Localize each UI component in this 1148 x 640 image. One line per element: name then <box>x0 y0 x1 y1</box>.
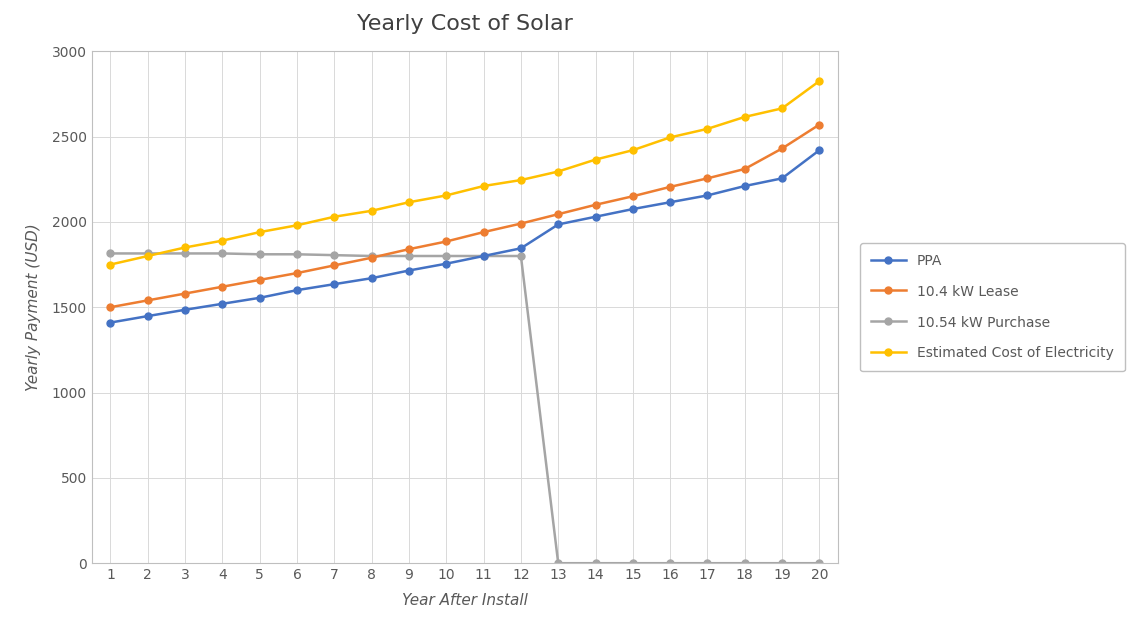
10.4 kW Lease <box>365 254 379 262</box>
PPA <box>365 275 379 282</box>
PPA <box>103 319 117 326</box>
Estimated Cost of Electricity <box>589 156 603 163</box>
Estimated Cost of Electricity <box>290 221 304 229</box>
PPA <box>514 244 528 252</box>
10.54 kW Purchase <box>327 252 341 259</box>
Estimated Cost of Electricity <box>626 147 639 154</box>
10.54 kW Purchase <box>700 559 714 567</box>
10.54 kW Purchase <box>440 252 453 260</box>
PPA <box>813 147 827 154</box>
10.4 kW Lease <box>514 220 528 227</box>
10.4 kW Lease <box>700 175 714 182</box>
10.54 kW Purchase <box>589 559 603 567</box>
PPA <box>178 306 192 314</box>
10.4 kW Lease <box>589 201 603 209</box>
10.54 kW Purchase <box>626 559 639 567</box>
Estimated Cost of Electricity <box>775 104 789 112</box>
PPA <box>216 300 230 308</box>
10.4 kW Lease <box>216 283 230 291</box>
PPA <box>738 182 752 190</box>
Estimated Cost of Electricity <box>700 125 714 132</box>
PPA <box>551 221 565 228</box>
10.4 kW Lease <box>141 296 155 304</box>
Estimated Cost of Electricity <box>813 77 827 85</box>
10.54 kW Purchase <box>738 559 752 567</box>
10.4 kW Lease <box>738 165 752 173</box>
10.54 kW Purchase <box>476 252 490 260</box>
Line: Estimated Cost of Electricity: Estimated Cost of Electricity <box>107 77 823 268</box>
10.54 kW Purchase <box>664 559 677 567</box>
Estimated Cost of Electricity <box>141 252 155 260</box>
PPA <box>141 312 155 320</box>
10.54 kW Purchase <box>551 559 565 567</box>
10.4 kW Lease <box>551 211 565 218</box>
Estimated Cost of Electricity <box>440 191 453 199</box>
Estimated Cost of Electricity <box>476 182 490 190</box>
Title: Yearly Cost of Solar: Yearly Cost of Solar <box>357 14 573 35</box>
Estimated Cost of Electricity <box>178 244 192 252</box>
10.54 kW Purchase <box>775 559 789 567</box>
Estimated Cost of Electricity <box>664 134 677 141</box>
Estimated Cost of Electricity <box>327 213 341 221</box>
Estimated Cost of Electricity <box>402 198 416 206</box>
10.54 kW Purchase <box>141 250 155 257</box>
10.54 kW Purchase <box>253 250 266 258</box>
PPA <box>700 191 714 199</box>
10.4 kW Lease <box>775 145 789 152</box>
10.4 kW Lease <box>290 269 304 277</box>
PPA <box>440 260 453 268</box>
10.54 kW Purchase <box>290 250 304 258</box>
Estimated Cost of Electricity <box>365 207 379 214</box>
10.4 kW Lease <box>664 183 677 191</box>
10.4 kW Lease <box>253 276 266 284</box>
PPA <box>626 205 639 213</box>
10.4 kW Lease <box>476 228 490 236</box>
Y-axis label: Yearly Payment (USD): Yearly Payment (USD) <box>25 223 40 391</box>
Estimated Cost of Electricity <box>551 168 565 175</box>
Line: PPA: PPA <box>107 147 823 326</box>
PPA <box>589 213 603 221</box>
X-axis label: Year After Install: Year After Install <box>402 593 528 608</box>
10.4 kW Lease <box>402 245 416 253</box>
PPA <box>664 198 677 206</box>
10.4 kW Lease <box>103 303 117 311</box>
Estimated Cost of Electricity <box>738 113 752 121</box>
Legend: PPA, 10.4 kW Lease, 10.54 kW Purchase, Estimated Cost of Electricity: PPA, 10.4 kW Lease, 10.54 kW Purchase, E… <box>860 243 1125 371</box>
PPA <box>253 294 266 301</box>
10.54 kW Purchase <box>514 252 528 260</box>
PPA <box>476 252 490 260</box>
10.4 kW Lease <box>327 262 341 269</box>
Estimated Cost of Electricity <box>103 260 117 268</box>
PPA <box>775 175 789 182</box>
Estimated Cost of Electricity <box>253 228 266 236</box>
10.4 kW Lease <box>813 121 827 129</box>
10.54 kW Purchase <box>813 559 827 567</box>
10.4 kW Lease <box>178 290 192 298</box>
PPA <box>290 286 304 294</box>
PPA <box>327 280 341 288</box>
10.54 kW Purchase <box>365 252 379 260</box>
10.54 kW Purchase <box>103 250 117 257</box>
10.4 kW Lease <box>626 193 639 200</box>
PPA <box>402 267 416 275</box>
Estimated Cost of Electricity <box>216 237 230 244</box>
10.54 kW Purchase <box>402 252 416 260</box>
Estimated Cost of Electricity <box>514 176 528 184</box>
Line: 10.54 kW Purchase: 10.54 kW Purchase <box>107 250 823 566</box>
10.4 kW Lease <box>440 237 453 245</box>
10.54 kW Purchase <box>216 250 230 257</box>
10.54 kW Purchase <box>178 250 192 257</box>
Line: 10.4 kW Lease: 10.4 kW Lease <box>107 121 823 310</box>
